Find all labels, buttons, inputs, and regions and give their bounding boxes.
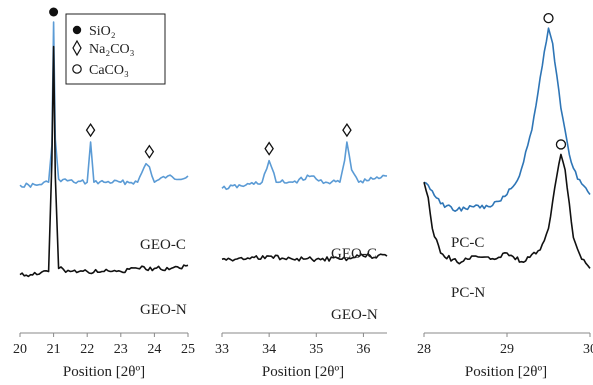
tick-marks: 28 29 30: [417, 333, 593, 357]
x-tick-label: 35: [309, 342, 323, 357]
series-lines: [19, 21, 189, 278]
series-label-geo-c: GEO-C: [140, 237, 186, 253]
series-geo-c-line: [221, 141, 388, 191]
panel-geo-34: 33 34 35 36 GEO-C GEO-N Position [2θº]: [215, 122, 388, 380]
series-label-geo-n: GEO-N: [331, 307, 378, 323]
x-tick-label: 22: [80, 342, 94, 357]
series-geo-c-line: [19, 21, 189, 188]
diamond-icon: [72, 39, 82, 57]
series-geo-n-line: [221, 253, 388, 263]
x-tick-label: 33: [215, 342, 229, 357]
tick-marks: 20 21 22 23 24 25: [13, 333, 195, 357]
x-tick-label: 29: [500, 342, 514, 357]
peak-marker-diamond: [264, 141, 274, 156]
legend: SiO₂ Na₂CO₃ CaCO₃: [65, 13, 166, 85]
x-tick-label: 24: [147, 342, 161, 357]
filled-circle-icon: [72, 25, 82, 35]
x-axis-label: Position [2θº]: [465, 364, 547, 380]
peak-marker-filled-circle: [49, 7, 59, 17]
panel-pc-29: 28 29 30 PC-C PC-N Position [2θº]: [417, 13, 593, 380]
panel-geo-21: 20 21 22 23 24 25 GEO-C GEO-N Position [2θº]: [13, 7, 195, 380]
x-tick-label: 21: [47, 342, 61, 357]
series-label-geo-n: GEO-N: [140, 302, 187, 318]
legend-label-caco3: CaCO₃: [89, 63, 129, 78]
peak-marker-diamond: [85, 122, 96, 138]
x-tick-label: 25: [181, 342, 195, 357]
series-pc-n-line: [423, 153, 591, 269]
peak-marker-diamond: [342, 122, 352, 138]
series-lines: [423, 27, 591, 269]
tick-marks: 33 34 35 36: [215, 333, 370, 357]
x-tick-label: 23: [114, 342, 128, 357]
x-axis-label: Position [2θº]: [63, 364, 145, 380]
peak-markers: [49, 7, 155, 159]
peak-marker-diamond: [144, 144, 155, 159]
legend-label-na2co3: Na₂CO₃: [89, 42, 135, 57]
series-label-pc-n: PC-N: [451, 285, 485, 301]
peak-markers: [543, 13, 567, 150]
series-label-geo-c: GEO-C: [331, 246, 377, 262]
peak-markers: [264, 122, 352, 156]
x-axis-label: Position [2θº]: [262, 364, 344, 380]
series-pc-c-line: [423, 27, 591, 212]
x-tick-label: 36: [356, 342, 370, 357]
series-geo-n-line: [19, 45, 189, 278]
x-tick-label: 28: [417, 342, 431, 357]
x-tick-label: 34: [262, 342, 276, 357]
legend-box: [65, 13, 166, 85]
series-lines: [221, 141, 388, 263]
x-tick-label: 30: [583, 342, 593, 357]
x-tick-label: 20: [13, 342, 27, 357]
legend-label-sio2: SiO₂: [89, 24, 116, 39]
peak-marker-open-circle: [543, 13, 554, 24]
open-circle-icon: [72, 64, 82, 74]
peak-marker-open-circle: [555, 139, 567, 150]
series-label-pc-c: PC-C: [451, 235, 484, 251]
